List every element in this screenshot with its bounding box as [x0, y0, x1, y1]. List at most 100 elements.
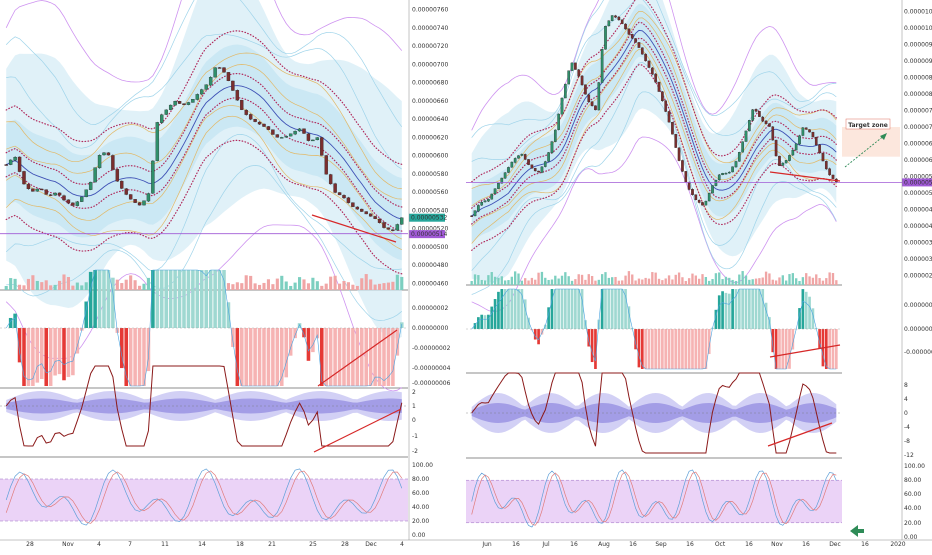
- candle-body: [280, 137, 283, 138]
- candle-body: [338, 192, 341, 194]
- volume-bar: [818, 278, 820, 285]
- price-tick-label: 0.00000560: [412, 189, 448, 196]
- candle-body: [675, 134, 677, 147]
- candle-body: [554, 130, 556, 142]
- macd-histogram-bar: [480, 315, 483, 329]
- macd-histogram-bar: [577, 289, 580, 329]
- volume-bar: [604, 272, 606, 285]
- volume-bar: [507, 280, 509, 285]
- macd-histogram-bar: [477, 317, 480, 329]
- volume-bar: [302, 279, 305, 290]
- volume-bar: [347, 282, 350, 290]
- price-tick-label: 0.00000620: [412, 134, 448, 141]
- candle-body: [578, 70, 580, 76]
- macd-histogram-bar: [173, 270, 177, 328]
- price-tick-label: 0.00000540: [412, 207, 448, 214]
- price-tick-label: 0.00000680: [412, 80, 448, 87]
- macd-histogram-bar: [611, 289, 614, 329]
- macd-histogram-bar: [58, 328, 62, 374]
- candle-body: [129, 194, 132, 199]
- macd-histogram-bar: [607, 289, 610, 329]
- candle-body: [320, 137, 323, 155]
- volume-bar: [651, 272, 653, 285]
- volume-bar: [658, 279, 660, 285]
- candle-body: [382, 222, 385, 227]
- volume-bar: [258, 285, 261, 290]
- x-tick-label: Dec: [365, 541, 377, 548]
- macd-histogram-bar: [320, 328, 324, 386]
- macd-histogram-bar: [701, 329, 704, 369]
- macd-histogram-bar: [124, 328, 128, 386]
- volume-bar: [561, 276, 563, 285]
- candle-body: [477, 205, 479, 211]
- price-tick-label: 0.00000450: [904, 206, 932, 213]
- candle-body: [481, 202, 483, 205]
- macd-histogram-bar: [71, 328, 75, 375]
- volume-bar: [701, 274, 703, 285]
- candle-body: [298, 129, 301, 131]
- volume-bar: [554, 276, 556, 285]
- volume-bar: [574, 279, 576, 285]
- macd-histogram-bar: [164, 270, 168, 328]
- volume-bar: [329, 277, 332, 290]
- candle-body: [71, 203, 74, 206]
- candle-body: [788, 155, 790, 160]
- candle-body: [151, 161, 154, 193]
- candle-body: [644, 54, 646, 61]
- candle-body: [765, 121, 767, 124]
- candle-body: [471, 216, 473, 217]
- candle-body: [818, 145, 820, 153]
- macd-histogram-bar: [107, 270, 111, 328]
- stoch-tick-label: 20.00: [904, 520, 921, 527]
- volume-bar: [798, 281, 800, 285]
- macd-histogram-bar: [514, 289, 517, 329]
- candle-body: [231, 81, 234, 91]
- volume-bar: [129, 275, 132, 290]
- candle-body: [524, 154, 526, 159]
- macd-histogram-bar: [651, 329, 654, 369]
- macd-histogram-bar: [271, 328, 275, 386]
- volume-bar: [815, 274, 817, 285]
- x-tick-label: Nov: [771, 541, 783, 548]
- osc-tick-label: 1: [412, 403, 416, 410]
- candle-body: [94, 168, 97, 182]
- volume-bar: [271, 284, 274, 290]
- volume-bar: [5, 286, 8, 290]
- volume-bar: [491, 272, 493, 285]
- candle-body: [614, 16, 616, 17]
- candle-body: [621, 20, 623, 24]
- osc-tick-label: 0: [412, 417, 416, 424]
- volume-bar: [568, 276, 570, 285]
- macd-histogram-bar: [668, 329, 671, 369]
- volume-bar: [504, 280, 506, 285]
- macd-histogram-bar: [691, 329, 694, 369]
- macd-histogram-bar: [27, 328, 31, 386]
- candle-body: [808, 130, 810, 133]
- price-tick-label: 0.00000850: [904, 75, 932, 82]
- osc-tick-label: -12: [904, 452, 914, 459]
- macd-histogram-bar: [564, 289, 567, 329]
- x-tick-label: Oct: [715, 541, 726, 548]
- candle-body: [731, 167, 733, 172]
- macd-histogram-bar: [160, 270, 164, 328]
- candle-body: [618, 17, 620, 20]
- volume-bar: [835, 280, 837, 285]
- volume-bar: [138, 286, 141, 290]
- volume-bar: [276, 279, 279, 290]
- macd-histogram-bar: [31, 328, 35, 386]
- volume-bar: [644, 278, 646, 285]
- candle-body: [594, 106, 596, 110]
- candle-body: [365, 212, 368, 214]
- target-zone-box: [842, 127, 900, 157]
- volume-bar: [752, 279, 754, 285]
- volume-bar: [289, 286, 292, 290]
- volume-bar: [745, 276, 747, 285]
- volume-bar: [581, 275, 583, 285]
- volume-bar: [708, 281, 710, 285]
- candle-body: [504, 173, 506, 179]
- volume-bar: [477, 275, 479, 285]
- macd-histogram-bar: [618, 289, 621, 329]
- macd-histogram-bar: [347, 328, 351, 386]
- macd-histogram-bar: [284, 328, 288, 377]
- last-price-label: 0.00000514: [411, 231, 447, 238]
